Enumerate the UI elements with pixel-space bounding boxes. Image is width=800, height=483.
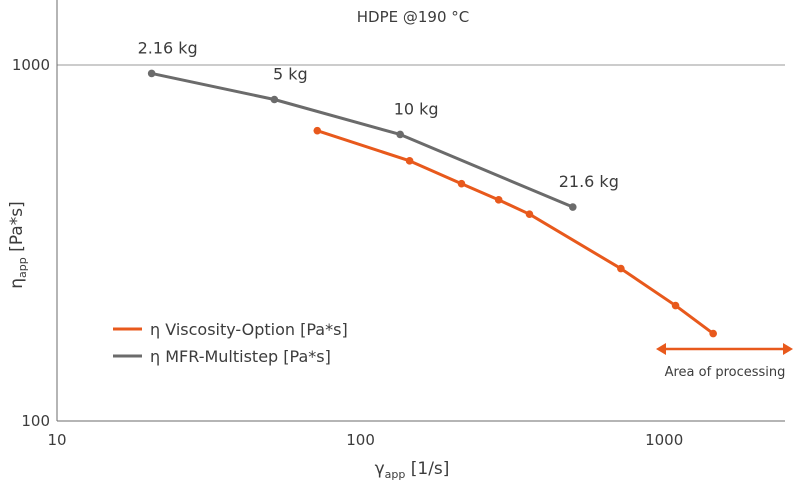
legend-label: η Viscosity-Option [Pa*s] [150,320,348,339]
data-point [147,69,156,78]
data-point [709,329,717,338]
legend: η Viscosity-Option [Pa*s] η MFR-Multistep… [113,320,348,366]
point-label: 10 kg [394,99,439,118]
series-layer [147,69,717,338]
x-tick-label: 1000 [645,431,683,449]
chart-title: HDPE @190 °C [357,8,470,26]
series-line-1 [150,71,575,209]
annotation-arrowhead-right [783,343,793,355]
data-point [494,196,503,204]
annotation-arrowhead-left [656,343,666,355]
series-line-0 [315,129,715,336]
axis-titles: γapp [1/s] ηapp [Pa*s] [7,201,449,481]
x-tick-label: 100 [346,431,375,449]
data-point [313,126,322,135]
y-axis-title: ηapp [Pa*s] [7,201,29,288]
axes [56,0,785,422]
point-label: 5 kg [273,64,308,83]
point-labels: 2.16 kg 5 kg 10 kg 21.6 kg [138,38,619,191]
data-point [270,95,279,104]
x-tick-label: 10 [47,431,66,449]
data-point [457,179,466,188]
point-label: 21.6 kg [559,172,619,191]
annotation-label: Area of processing [665,365,786,380]
data-point [396,130,404,139]
data-point [405,157,414,165]
annotation-area-of-processing: Area of processing [656,343,793,380]
legend-label: η MFR-Multistep [Pa*s] [150,347,331,366]
x-axis-title: γapp [1/s] [375,459,450,481]
y-tick-label: 1000 [12,56,50,74]
data-point [568,203,577,211]
data-point [671,301,680,310]
data-point [525,210,534,218]
point-label: 2.16 kg [138,38,198,57]
data-point [617,264,625,273]
y-tick-label: 100 [21,412,50,430]
